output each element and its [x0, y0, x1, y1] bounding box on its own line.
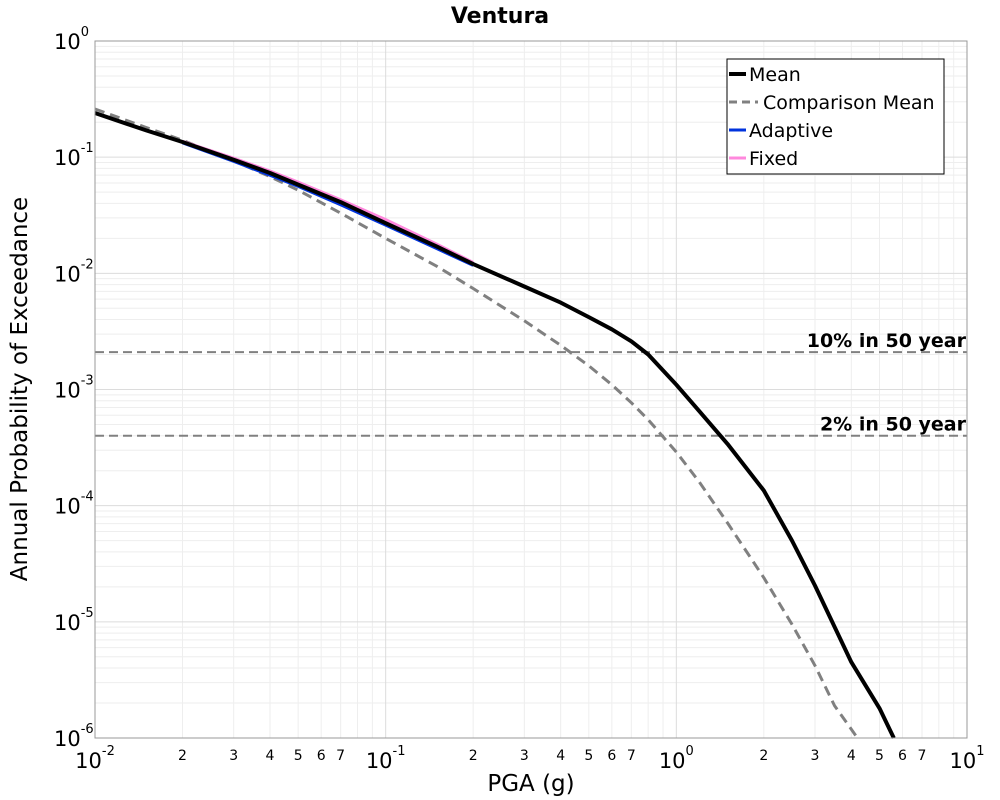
y-axis-title: Annual Probability of Exceedance: [7, 197, 33, 581]
y-major-tick-label: 10-5: [54, 606, 94, 635]
x-minor-tick-label: 7: [336, 748, 345, 764]
series-lines: [94, 107, 896, 739]
x-major-tick-label: 10-2: [75, 744, 115, 773]
y-major-tick-label: 10-4: [54, 490, 94, 519]
plot-frame: [94, 40, 968, 739]
legend-box: [726, 58, 945, 175]
x-axis-title: PGA (g): [487, 771, 574, 797]
x-minor-tick-label: 6: [898, 748, 907, 764]
legend-label: Adaptive: [749, 120, 833, 142]
y-major-tick-label: 10-6: [54, 722, 94, 751]
reference-line-label: 2% in 50 year: [820, 414, 967, 436]
legend-label: Mean: [749, 64, 801, 86]
x-minor-tick-label: 2: [469, 748, 478, 764]
x-minor-tick-label: 5: [584, 748, 593, 764]
x-minor-tick-label: 3: [520, 748, 529, 764]
x-minor-tick-label: 6: [607, 748, 616, 764]
legend: Mean Comparison Mean Adaptive Fixed: [726, 58, 945, 175]
y-major-tick-label: 100: [54, 25, 89, 54]
reference-lines: 10% in 50 year 2% in 50 year: [95, 330, 967, 437]
x-major-tick-label: 101: [949, 744, 984, 773]
x-minor-tick-label: 6: [317, 748, 326, 764]
x-minor-tick-label: 2: [759, 748, 768, 764]
x-minor-tick-label: 4: [847, 748, 856, 764]
y-major-tick-label: 10-3: [54, 374, 94, 403]
reference-line-label: 10% in 50 year: [807, 330, 967, 352]
chart-title: Ventura: [451, 4, 549, 29]
x-minor-tick-label: 2: [178, 748, 187, 764]
y-major-tick-label: 10-2: [54, 257, 94, 286]
x-minor-tick-label: 5: [294, 748, 303, 764]
x-minor-tick-label: 7: [918, 748, 927, 764]
x-major-tick-label: 100: [659, 744, 694, 773]
y-major-tick-label: 10-1: [54, 141, 94, 170]
x-minor-tick-label: 4: [556, 748, 565, 764]
series-line-mean: [94, 111, 896, 739]
legend-label: Fixed: [749, 148, 798, 170]
x-minor-tick-label: 7: [627, 748, 636, 764]
x-minor-tick-label: 4: [266, 748, 275, 764]
x-minor-tick-label: 3: [229, 748, 238, 764]
x-major-tick-label: 10-1: [366, 744, 406, 773]
legend-label: Comparison Mean: [763, 92, 935, 114]
x-minor-tick-label: 5: [875, 748, 884, 764]
x-minor-tick-label: 3: [811, 748, 820, 764]
y-axis-tick-labels: 100 10-1 10-2 10-3 10-4 10-5 10-6: [54, 25, 94, 751]
